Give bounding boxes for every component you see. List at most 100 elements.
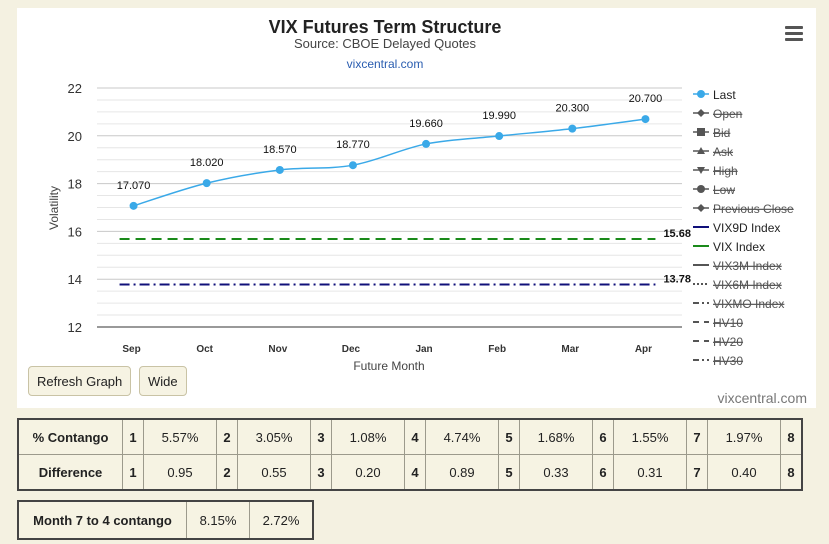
chart-subtitle: Source: CBOE Delayed Quotes [294,36,477,51]
data-label: 20.300 [555,103,589,115]
last-data-point [129,201,138,210]
x-tick-label: Jan [415,344,432,355]
month-index-cell: 6 [592,454,614,491]
month-index-cell: 7 [686,454,708,491]
last-data-point [422,139,431,148]
value-cell: 5.57% [143,418,217,455]
legend-square-icon [697,128,705,136]
legend-item[interactable]: High [693,164,738,178]
value-cell: 1.68% [519,418,593,455]
y-tick-label: 20 [68,129,82,144]
legend-item[interactable]: Last [693,88,736,102]
vix-index-end-label: 15.68 [663,228,691,240]
legend-label: VIX Index [713,240,765,254]
y-tick-label: 16 [68,224,82,239]
data-label: 19.990 [482,110,516,122]
value-cell: 0.55 [237,454,311,491]
legend-label: Ask [713,145,734,159]
month-index-cell: 5 [498,418,520,455]
legend-item[interactable]: Previous Close [693,202,794,216]
legend-item[interactable]: Bid [693,126,730,140]
legend-diamond-icon [697,109,705,117]
legend-item[interactable]: Open [693,107,742,121]
legend-triangle-down-icon [697,167,705,174]
refresh-graph-button[interactable]: Refresh Graph [28,366,132,396]
data-label: 18.770 [336,139,370,151]
month-contango-value-2: 2.72% [249,500,314,540]
legend-circle-icon [697,90,705,98]
last-data-point [568,124,577,133]
month-contango-label: Month 7 to 4 contango [17,500,187,540]
legend-item[interactable]: Ask [693,145,734,159]
value-cell: 1.08% [331,418,405,455]
legend-item[interactable]: VIXMO Index [693,297,784,311]
month-index-cell: 4 [404,454,426,491]
last-data-point [348,161,357,170]
hamburger-menu-icon[interactable] [785,26,803,42]
contango-table: % Contango 1 5.57% 2 3.05% 3 1.08% 4 4.74% 5 1.68%… [17,418,803,491]
y-tick-label: 22 [68,81,82,96]
month-index-cell: 2 [216,418,238,455]
legend-item[interactable]: VIX3M Index [693,259,782,273]
x-tick-label: Apr [635,344,652,355]
y-axis-label: Volatility [47,186,61,230]
data-label: 18.570 [263,144,297,156]
last-data-point [641,115,650,124]
value-cell: 0.89 [425,454,499,491]
month-index-cell: 1 [122,418,144,455]
x-tick-label: Feb [488,344,506,355]
table-row: Month 7 to 4 contango 8.15% 2.72% [17,500,314,540]
legend-item[interactable]: HV10 [693,316,743,330]
value-cell: 1.97% [707,418,781,455]
legend-label: High [713,164,738,178]
x-tick-label: Oct [196,344,213,355]
legend-label: Open [713,107,742,121]
legend-item[interactable]: VIX9D Index [693,221,780,235]
last-series-line [133,118,646,207]
legend-label: VIX6M Index [713,278,782,292]
legend-item[interactable]: VIX6M Index [693,278,782,292]
data-label: 20.700 [629,93,663,105]
x-tick-label: Nov [268,344,287,355]
last-data-point [495,132,504,141]
y-tick-label: 12 [68,320,82,335]
month-index-cell: 5 [498,454,520,491]
legend-triangle-icon [697,147,705,154]
y-tick-label: 14 [68,272,82,287]
month-index-cell: 6 [592,418,614,455]
x-axis-label: Future Month [353,359,424,373]
legend-item[interactable]: VIX Index [693,240,765,254]
wide-button[interactable]: Wide [139,366,187,396]
table-row: Difference 1 0.95 2 0.55 3 0.20 4 0.89 5 0.33 6 0.31… [17,454,803,491]
month-index-cell: 8 [780,418,803,455]
month-index-cell: 1 [122,454,144,491]
legend-label: HV10 [713,316,743,330]
data-label: 18.020 [190,157,224,169]
legend-label: Previous Close [713,202,794,216]
legend-circle-icon [697,185,705,193]
legend-diamond-icon [697,204,705,212]
legend-item[interactable]: Low [693,183,735,197]
month-index-cell: 3 [310,418,332,455]
value-cell: 3.05% [237,418,311,455]
term-structure-chart: 12 14 16 18 20 22 Sep Oct Nov Dec Jan Feb Mar Apr 17.… [47,17,794,373]
legend-label: Bid [713,126,730,140]
chart-title: VIX Futures Term Structure [269,17,502,37]
legend-label: VIX3M Index [713,259,782,273]
x-tick-label: Mar [561,344,579,355]
chart-panel: 12 14 16 18 20 22 Sep Oct Nov Dec Jan Feb Mar Apr 17.… [17,8,816,408]
legend-label: HV30 [713,354,743,368]
month-contango-value-1: 8.15% [186,500,250,540]
legend-item[interactable]: HV20 [693,335,743,349]
credit-link[interactable]: vixcentral.com [717,390,807,406]
last-data-point [275,165,284,174]
row-header: Difference [17,454,123,491]
x-tick-label: Dec [342,344,361,355]
source-link[interactable]: vixcentral.com [347,57,424,71]
value-cell: 4.74% [425,418,499,455]
month-index-cell: 3 [310,454,332,491]
legend-item[interactable]: HV30 [693,354,743,368]
month-index-cell: 2 [216,454,238,491]
value-cell: 1.55% [613,418,687,455]
value-cell: 0.40 [707,454,781,491]
